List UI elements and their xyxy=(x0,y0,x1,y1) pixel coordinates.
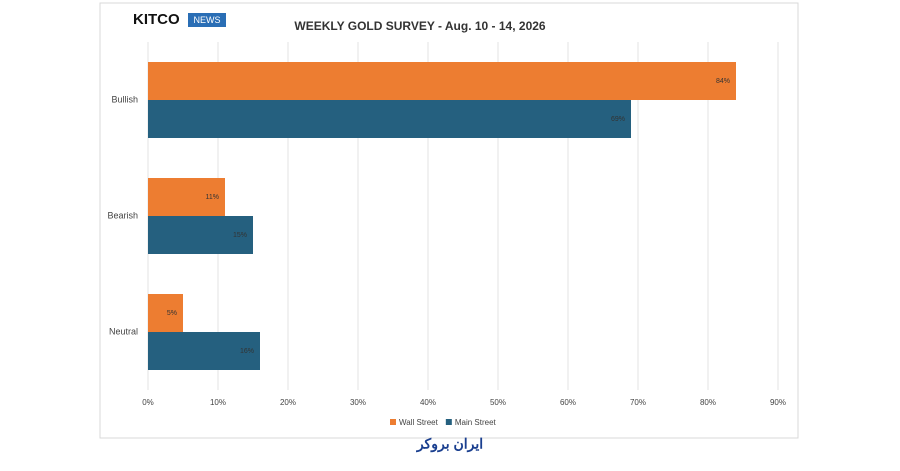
x-tick-label: 70% xyxy=(630,398,646,407)
bar xyxy=(148,294,183,332)
legend-label: Main Street xyxy=(455,418,497,427)
bar xyxy=(148,332,260,370)
x-tick-label: 50% xyxy=(490,398,506,407)
logo-badge: NEWS xyxy=(194,15,221,25)
y-tick-label: Bullish xyxy=(111,94,138,104)
x-tick-label: 10% xyxy=(210,398,226,407)
bar xyxy=(148,216,253,254)
logo-brand: KITCO xyxy=(133,11,180,28)
value-label: 5% xyxy=(167,310,177,317)
chart-title: WEEKLY GOLD SURVEY - Aug. 10 - 14, 2026 xyxy=(294,19,546,33)
watermark: ایران بروکر xyxy=(416,436,483,453)
x-tick-label: 0% xyxy=(142,398,154,407)
x-tick-label: 90% xyxy=(770,398,786,407)
legend-label: Wall Street xyxy=(399,418,439,427)
value-label: 15% xyxy=(233,232,247,239)
bar xyxy=(148,178,225,216)
x-tick-label: 80% xyxy=(700,398,716,407)
legend-swatch xyxy=(445,419,452,425)
x-tick-label: 60% xyxy=(560,398,576,407)
value-label: 69% xyxy=(611,116,625,123)
x-tick-label: 40% xyxy=(420,398,436,407)
value-label: 84% xyxy=(716,78,730,85)
value-label: 11% xyxy=(206,194,220,201)
logo-badge-bg xyxy=(188,13,226,27)
value-label: 16% xyxy=(240,348,254,355)
y-tick-label: Bearish xyxy=(107,210,138,220)
bar xyxy=(148,62,736,100)
x-tick-label: 30% xyxy=(350,398,366,407)
legend-swatch xyxy=(390,419,396,425)
x-tick-label: 20% xyxy=(280,398,296,407)
y-tick-label: Neutral xyxy=(109,326,138,336)
bar xyxy=(148,100,631,138)
